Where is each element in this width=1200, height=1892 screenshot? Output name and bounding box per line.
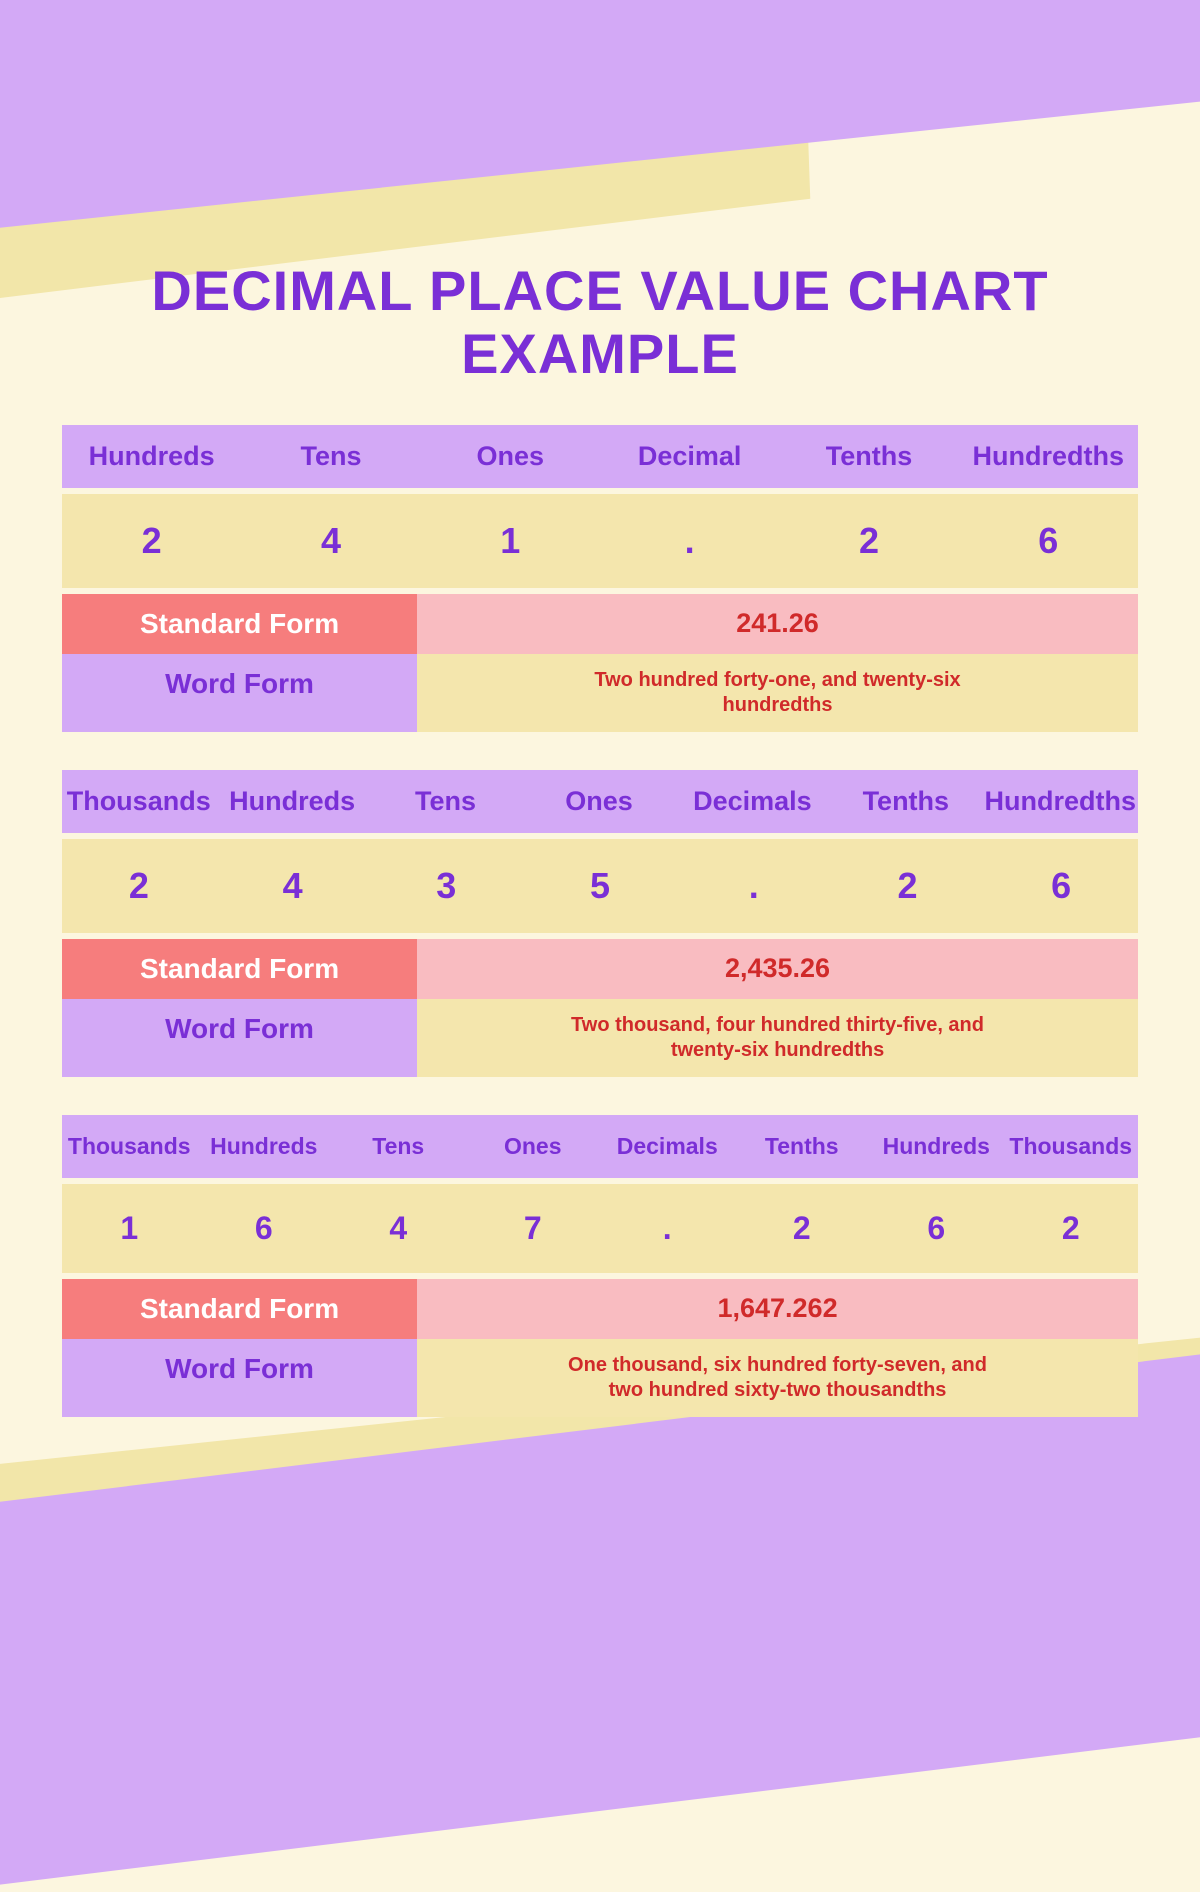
column-header: Tens: [369, 770, 522, 833]
column-header: Hundreds: [869, 1115, 1004, 1178]
value-cell: 3: [369, 839, 523, 933]
page-title: DECIMAL PLACE VALUE CHART EXAMPLE: [62, 260, 1138, 385]
value-cell: .: [600, 1184, 735, 1273]
word-form-row: Word FormTwo hundred forty-one, and twen…: [62, 654, 1138, 732]
value-cell: .: [677, 839, 831, 933]
column-header: Tens: [241, 425, 420, 488]
standard-form-value: 1,647.262: [417, 1279, 1138, 1339]
column-header: Hundredths: [983, 770, 1139, 833]
column-header: Tenths: [779, 425, 958, 488]
value-cell: 2: [735, 1184, 870, 1273]
column-header: Ones: [522, 770, 675, 833]
chart-block: ThousandsHundredsTensOnesDecimalsTenthsH…: [62, 770, 1138, 1077]
charts-container: HundredsTensOnesDecimalTenthsHundredths2…: [62, 425, 1138, 1417]
column-header: Hundredths: [959, 425, 1138, 488]
value-cell: 2: [779, 494, 958, 588]
value-cell: 6: [984, 839, 1138, 933]
value-cell: 2: [62, 839, 216, 933]
column-header: Tenths: [829, 770, 982, 833]
column-header: Hundreds: [215, 770, 368, 833]
chart-block: HundredsTensOnesDecimalTenthsHundredths2…: [62, 425, 1138, 732]
value-cell: 7: [466, 1184, 601, 1273]
value-cell: 4: [241, 494, 420, 588]
word-form-label: Word Form: [62, 654, 417, 732]
standard-form-value: 241.26: [417, 594, 1138, 654]
standard-form-label: Standard Form: [62, 594, 417, 654]
column-header: Thousands: [1004, 1115, 1139, 1178]
value-cell: 6: [197, 1184, 332, 1273]
content-area: DECIMAL PLACE VALUE CHART EXAMPLE Hundre…: [0, 0, 1200, 1417]
chart-block: ThousandsHundredsTensOnesDecimalsTenthsH…: [62, 1115, 1138, 1417]
word-form-value: One thousand, six hundred forty-seven, a…: [417, 1339, 1138, 1417]
column-header: Tenths: [735, 1115, 870, 1178]
word-form-value: Two hundred forty-one, and twenty-six hu…: [417, 654, 1138, 732]
column-header: Decimal: [600, 425, 779, 488]
column-header: Ones: [421, 425, 600, 488]
value-cell: .: [600, 494, 779, 588]
word-form-row: Word FormOne thousand, six hundred forty…: [62, 1339, 1138, 1417]
word-form-value: Two thousand, four hundred thirty-five, …: [417, 999, 1138, 1077]
value-cell: 4: [216, 839, 370, 933]
value-cell: 1: [421, 494, 600, 588]
value-cell: 6: [959, 494, 1138, 588]
standard-form-value: 2,435.26: [417, 939, 1138, 999]
column-header: Thousands: [62, 770, 215, 833]
value-cell: 2: [831, 839, 985, 933]
table-header-row: ThousandsHundredsTensOnesDecimalsTenthsH…: [62, 1115, 1138, 1178]
table-value-row: 2435.26: [62, 839, 1138, 933]
standard-form-row: Standard Form2,435.26: [62, 939, 1138, 999]
standard-form-label: Standard Form: [62, 1279, 417, 1339]
table-value-row: 1647.262: [62, 1184, 1138, 1273]
column-header: Hundreds: [62, 425, 241, 488]
table-header-row: HundredsTensOnesDecimalTenthsHundredths: [62, 425, 1138, 488]
standard-form-row: Standard Form1,647.262: [62, 1279, 1138, 1339]
table-value-row: 241.26: [62, 494, 1138, 588]
table-header-row: ThousandsHundredsTensOnesDecimalsTenthsH…: [62, 770, 1138, 833]
value-cell: 1: [62, 1184, 197, 1273]
value-cell: 6: [869, 1184, 1004, 1273]
column-header: Thousands: [62, 1115, 197, 1178]
value-cell: 5: [523, 839, 677, 933]
word-form-label: Word Form: [62, 1339, 417, 1417]
column-header: Tens: [331, 1115, 466, 1178]
column-header: Hundreds: [197, 1115, 332, 1178]
standard-form-row: Standard Form241.26: [62, 594, 1138, 654]
column-header: Decimals: [676, 770, 829, 833]
column-header: Decimals: [600, 1115, 735, 1178]
value-cell: 2: [62, 494, 241, 588]
value-cell: 4: [331, 1184, 466, 1273]
standard-form-label: Standard Form: [62, 939, 417, 999]
word-form-label: Word Form: [62, 999, 417, 1077]
column-header: Ones: [466, 1115, 601, 1178]
word-form-row: Word FormTwo thousand, four hundred thir…: [62, 999, 1138, 1077]
value-cell: 2: [1004, 1184, 1139, 1273]
